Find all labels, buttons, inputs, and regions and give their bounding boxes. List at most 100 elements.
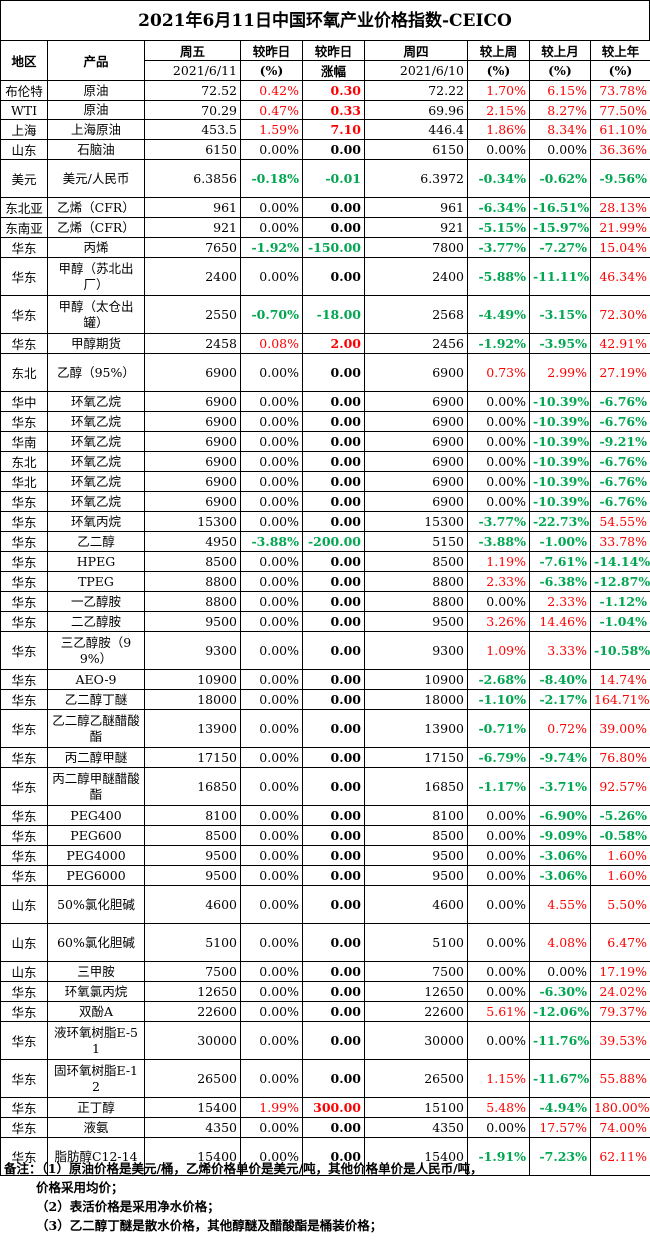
table-row: 华东 环氧氯丙烷 12650 0.00% 0.00 12650 0.00% -6.30% 24.… — [0, 981, 650, 1002]
year-pct-cell: -6.76% — [590, 391, 650, 412]
year-pct-cell: 74.00% — [590, 1117, 650, 1138]
week-pct-cell: -0.71% — [467, 709, 530, 748]
week-pct-cell: -1.92% — [467, 333, 530, 354]
year-pct-cell: 24.02% — [590, 981, 650, 1002]
day-pct-cell: 0.42% — [240, 80, 303, 101]
day-pct-cell: 0.00% — [240, 1059, 303, 1098]
note-2: （2）表活价格是采用净水价格； — [36, 1199, 220, 1214]
thu-price-cell: 16850 — [364, 767, 468, 806]
week-pct-cell: 0.00% — [467, 431, 530, 452]
month-pct-cell: -7.23% — [529, 1137, 591, 1176]
fri-price-cell: 17150 — [144, 747, 241, 768]
day-amt-cell: -200.00 — [302, 531, 365, 552]
product-cell: 石脑油 — [47, 139, 145, 160]
table-row: 华东 乙二醇丁醚 18000 0.00% 0.00 18000 -1.10% -2.17% 16… — [0, 689, 650, 710]
table-row: 华东 PEG6000 9500 0.00% 0.00 9500 0.00% -3.06% 1.6… — [0, 865, 650, 886]
week-pct-cell: 0.00% — [467, 885, 530, 924]
fri-price-cell: 70.29 — [144, 100, 241, 120]
month-pct-cell: -6.38% — [529, 571, 591, 592]
month-pct-cell: -10.39% — [529, 431, 591, 452]
day-amt-cell: 0.00 — [302, 1059, 365, 1098]
month-pct-cell: -2.17% — [529, 689, 591, 710]
product-cell: 美元/人民币 — [47, 159, 145, 198]
header-chg-year: 较上年 — [590, 40, 650, 61]
month-pct-cell: -9.09% — [529, 825, 591, 846]
month-pct-cell: -11.76% — [529, 1021, 591, 1060]
week-pct-cell: -2.68% — [467, 669, 530, 690]
year-pct-cell: 73.78% — [590, 80, 650, 101]
week-pct-cell: 1.70% — [467, 80, 530, 101]
month-pct-cell: 2.99% — [529, 353, 591, 392]
day-amt-cell: -18.00 — [302, 295, 365, 334]
week-pct-cell: 0.00% — [467, 491, 530, 512]
thu-price-cell: 9500 — [364, 865, 468, 886]
month-pct-cell: -15.97% — [529, 217, 591, 238]
year-pct-cell: 164.71% — [590, 689, 650, 710]
year-pct-cell: -5.26% — [590, 805, 650, 826]
year-pct-cell: -6.76% — [590, 411, 650, 432]
month-pct-cell: -0.62% — [529, 159, 591, 198]
week-pct-cell: -3.77% — [467, 237, 530, 258]
thu-price-cell: 6150 — [364, 139, 468, 160]
month-pct-cell: -3.71% — [529, 767, 591, 806]
day-amt-cell: 0.00 — [302, 767, 365, 806]
day-pct-cell: 0.00% — [240, 139, 303, 160]
day-pct-cell: 0.00% — [240, 491, 303, 512]
product-cell: 环氧乙烷 — [47, 471, 145, 492]
header-fri-date: 2021/6/11 — [144, 60, 241, 81]
region-cell: 东北 — [0, 451, 48, 472]
day-amt-cell: 0.00 — [302, 257, 365, 296]
thu-price-cell: 921 — [364, 217, 468, 238]
region-cell: 华东 — [0, 669, 48, 690]
day-pct-cell: 0.00% — [240, 591, 303, 612]
table-row: 华中 环氧乙烷 6900 0.00% 0.00 6900 0.00% -10.39% -6.76… — [0, 391, 650, 412]
region-cell: 华东 — [0, 631, 48, 670]
table-row: WTI 原油 70.29 0.47% 0.33 69.96 2.15% 8.27% 77.50% — [0, 100, 650, 120]
month-pct-cell: 0.00% — [529, 139, 591, 160]
year-pct-cell: -1.12% — [590, 591, 650, 612]
fri-price-cell: 12650 — [144, 981, 241, 1002]
day-pct-cell: 0.00% — [240, 689, 303, 710]
fri-price-cell: 26500 — [144, 1059, 241, 1098]
day-pct-cell: -0.18% — [240, 159, 303, 198]
year-pct-cell: 33.78% — [590, 531, 650, 552]
day-amt-cell: -150.00 — [302, 237, 365, 258]
fri-price-cell: 921 — [144, 217, 241, 238]
day-amt-cell: 0.00 — [302, 471, 365, 492]
thu-price-cell: 4600 — [364, 885, 468, 924]
thu-price-cell: 7800 — [364, 237, 468, 258]
table-row: 山东 三甲胺 7500 0.00% 0.00 7500 0.00% 0.00% 17.19% — [0, 961, 650, 982]
table-row: 华东 甲醇（太仓出罐） 2550 -0.70% -18.00 2568 -4.49% -3.1… — [0, 295, 650, 334]
region-cell: 华东 — [0, 1117, 48, 1138]
month-pct-cell: -10.39% — [529, 491, 591, 512]
region-cell: 山东 — [0, 885, 48, 924]
thu-price-cell: 69.96 — [364, 100, 468, 120]
day-amt-cell: 0.00 — [302, 747, 365, 768]
header-chg-day: 较昨日 — [240, 40, 303, 61]
region-cell: 华东 — [0, 845, 48, 866]
fri-price-cell: 9500 — [144, 845, 241, 866]
region-cell: 华东 — [0, 551, 48, 572]
week-pct-cell: 1.19% — [467, 551, 530, 572]
day-amt-cell: 0.00 — [302, 391, 365, 412]
region-cell: 美元 — [0, 159, 48, 198]
thu-price-cell: 446.4 — [364, 119, 468, 140]
month-pct-cell: -10.39% — [529, 471, 591, 492]
week-pct-cell: -0.34% — [467, 159, 530, 198]
region-cell: 华东 — [0, 571, 48, 592]
fri-price-cell: 8100 — [144, 805, 241, 826]
thu-price-cell: 8800 — [364, 591, 468, 612]
table-row: 华东 乙二醇 4950 -3.88% -200.00 5150 -3.88% -1.00% 33… — [0, 531, 650, 552]
thu-price-cell: 7500 — [364, 961, 468, 982]
table-row: 华东 环氧乙烷 6900 0.00% 0.00 6900 0.00% -10.39% -6.76… — [0, 491, 650, 512]
fri-price-cell: 9300 — [144, 631, 241, 670]
thu-price-cell: 15100 — [364, 1097, 468, 1118]
month-pct-cell: -22.73% — [529, 511, 591, 532]
region-cell: 华东 — [0, 411, 48, 432]
week-pct-cell: 0.00% — [467, 865, 530, 886]
table-row: 山东 石脑油 6150 0.00% 0.00 6150 0.00% 0.00% 36.36% — [0, 139, 650, 160]
week-pct-cell: 0.00% — [467, 451, 530, 472]
week-pct-cell: 5.48% — [467, 1097, 530, 1118]
month-pct-cell: 3.33% — [529, 631, 591, 670]
year-pct-cell: -6.76% — [590, 451, 650, 472]
